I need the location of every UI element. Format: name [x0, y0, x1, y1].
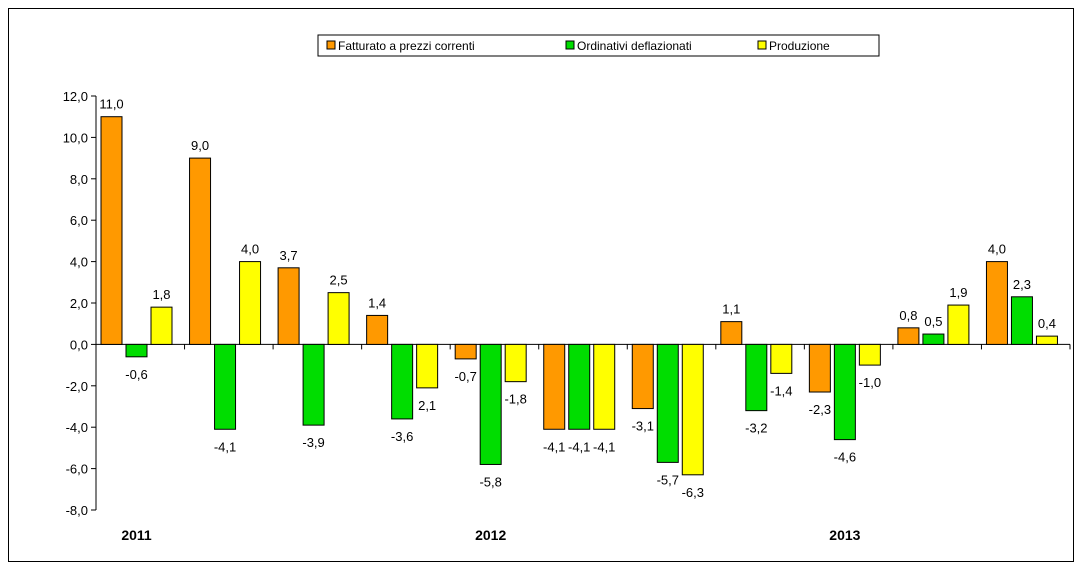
- bar: [808, 343, 831, 393]
- y-tick-label: 4,0: [70, 255, 88, 270]
- data-label: -4,6: [834, 450, 856, 465]
- data-label: 4,0: [988, 242, 1006, 257]
- bar: [479, 343, 502, 465]
- axes: 12,0 10,0 8,0 6,0 4,0 2,0 0,0 -2,0 -4,0 -6,0 -8,0 2…: [63, 89, 1071, 543]
- data-label: 1,9: [949, 285, 967, 300]
- data-label: -4,1: [214, 439, 236, 454]
- bar: [277, 267, 300, 345]
- y-tick-label: 8,0: [70, 172, 88, 187]
- bar: [897, 327, 920, 345]
- legend-swatch: [757, 40, 767, 50]
- data-label: -3,2: [745, 421, 767, 436]
- bar: [681, 343, 704, 476]
- bar: [720, 321, 743, 345]
- y-tick-label: 6,0: [70, 213, 88, 228]
- bar: [125, 343, 148, 358]
- bar: [504, 343, 527, 383]
- data-label: 4,0: [241, 242, 259, 257]
- data-label: -4,1: [568, 439, 590, 454]
- bar: [631, 343, 654, 410]
- bar: [302, 343, 325, 426]
- bars: [100, 116, 1058, 476]
- y-tick-label: -8,0: [66, 503, 88, 518]
- bar: [454, 343, 477, 360]
- data-label: -3,1: [632, 419, 654, 434]
- data-label: -6,3: [682, 485, 704, 500]
- data-label: -5,7: [657, 472, 679, 487]
- x-category-label: 2013: [829, 527, 860, 543]
- legend-swatch: [565, 40, 575, 50]
- legend-box: [317, 34, 880, 57]
- bar: [985, 261, 1008, 345]
- y-tick-label: 12,0: [63, 89, 88, 104]
- data-label: 0,4: [1038, 316, 1056, 331]
- bar: [327, 292, 350, 345]
- bar: [1010, 296, 1033, 345]
- bar: [214, 343, 237, 430]
- data-label: 2,1: [418, 398, 436, 413]
- legend: Fatturato a prezzi correnti Ordinativi de…: [317, 34, 880, 57]
- bar: [922, 333, 945, 345]
- data-label: -0,7: [454, 369, 476, 384]
- bar: [745, 343, 768, 412]
- data-label: 1,1: [722, 302, 740, 317]
- data-label: -1,4: [770, 383, 792, 398]
- data-label: -1,0: [859, 375, 881, 390]
- bar: [366, 314, 389, 345]
- data-label: -0,6: [125, 367, 147, 382]
- bar: [543, 343, 566, 430]
- bar: [416, 343, 439, 389]
- y-tick-label: 2,0: [70, 296, 88, 311]
- data-label: 1,4: [368, 295, 386, 310]
- y-tick-label: -4,0: [66, 420, 88, 435]
- data-label: -4,1: [593, 439, 615, 454]
- x-category-label: 2012: [475, 527, 506, 543]
- data-label: 0,5: [924, 314, 942, 329]
- legend-label: Produzione: [769, 39, 830, 53]
- data-label: 0,8: [899, 308, 917, 323]
- legend-swatch: [326, 40, 336, 50]
- data-label: 3,7: [280, 248, 298, 263]
- x-category-label: 2011: [121, 527, 152, 543]
- bar: [150, 306, 173, 345]
- y-tick-label: 0,0: [70, 337, 88, 352]
- data-label: -5,8: [479, 474, 501, 489]
- bar: [1035, 335, 1058, 345]
- y-tick-label: 10,0: [63, 130, 88, 145]
- bar: [770, 343, 793, 374]
- data-label: 9,0: [191, 138, 209, 153]
- bar: [858, 343, 881, 366]
- bar: [391, 343, 414, 420]
- data-label: -3,9: [302, 435, 324, 450]
- data-label: 2,5: [330, 273, 348, 288]
- chart-frame: [8, 8, 1074, 562]
- data-label: -1,8: [504, 392, 526, 407]
- data-label: 11,0: [99, 97, 123, 112]
- data-label: -2,3: [809, 402, 831, 417]
- bar: [189, 157, 212, 345]
- bar: [656, 343, 679, 463]
- bar: [239, 261, 262, 345]
- bar: [833, 343, 856, 441]
- data-label: -3,6: [391, 429, 413, 444]
- bar: [100, 116, 123, 345]
- legend-label: Fatturato a prezzi correnti: [338, 39, 475, 53]
- y-tick-label: -6,0: [66, 462, 88, 477]
- bar: [568, 343, 591, 430]
- data-label: 2,3: [1013, 277, 1031, 292]
- bar: [947, 304, 970, 345]
- bar: [593, 343, 616, 430]
- data-labels: 11,0 9,0 3,7 1,4 -0,7 -4,1 -3,1 1,1 -2,3 0,8 4,0 -0…: [99, 97, 1056, 500]
- legend-label: Ordinativi deflazionati: [577, 39, 692, 53]
- data-label: -4,1: [543, 439, 565, 454]
- data-label: 1,8: [152, 287, 170, 302]
- y-tick-label: -2,0: [66, 379, 88, 394]
